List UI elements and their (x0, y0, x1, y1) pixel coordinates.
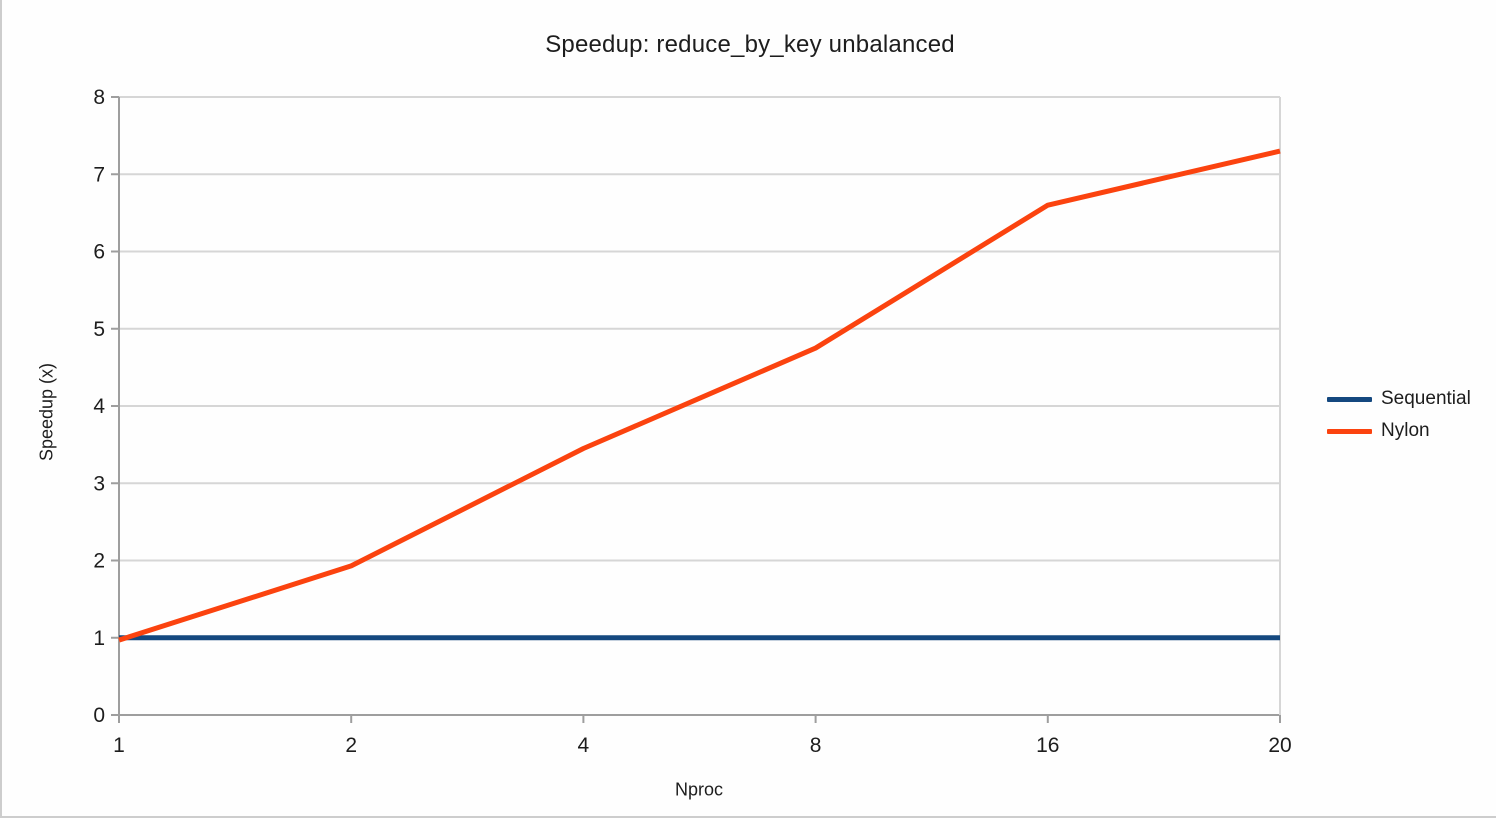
legend-item-sequential: Sequential (1327, 387, 1471, 411)
legend-label: Nylon (1381, 420, 1430, 441)
legend-swatch (1327, 396, 1372, 402)
x-tick-labels: 1 2 4 8 16 20 (113, 734, 1292, 757)
x-tick-label: 4 (578, 734, 590, 757)
x-axis-title: Nproc (674, 779, 724, 800)
axis-ticks (111, 96, 1281, 723)
y-tick-labels: 0 1 2 3 4 5 6 7 8 (93, 86, 105, 727)
y-tick-label: 3 (93, 472, 105, 495)
y-axis-title: Speedup (x) (36, 362, 57, 462)
x-tick-label: 16 (1036, 734, 1059, 757)
legend: Sequential Nylon (1327, 387, 1471, 443)
series-line-nylon (118, 148, 1281, 643)
y-tick-label: 5 (93, 318, 105, 341)
y-tick-label: 0 (93, 704, 105, 727)
x-tick-label: 8 (810, 734, 822, 757)
x-tick-label: 20 (1268, 734, 1291, 757)
y-tick-label: 8 (93, 86, 105, 109)
legend-swatch (1327, 428, 1372, 434)
y-tick-label: 2 (93, 550, 105, 573)
x-tick-label: 1 (113, 734, 125, 757)
legend-label: Sequential (1381, 388, 1471, 409)
y-tick-label: 7 (93, 163, 105, 186)
chart-title: Speedup: reduce_by_key unbalanced (545, 31, 955, 58)
series-lines (118, 148, 1281, 643)
y-tick-label: 1 (93, 627, 105, 650)
y-tick-label: 6 (93, 241, 105, 264)
legend-item-nylon: Nylon (1327, 419, 1471, 443)
y-tick-label: 4 (93, 395, 105, 418)
x-tick-label: 2 (345, 734, 357, 757)
